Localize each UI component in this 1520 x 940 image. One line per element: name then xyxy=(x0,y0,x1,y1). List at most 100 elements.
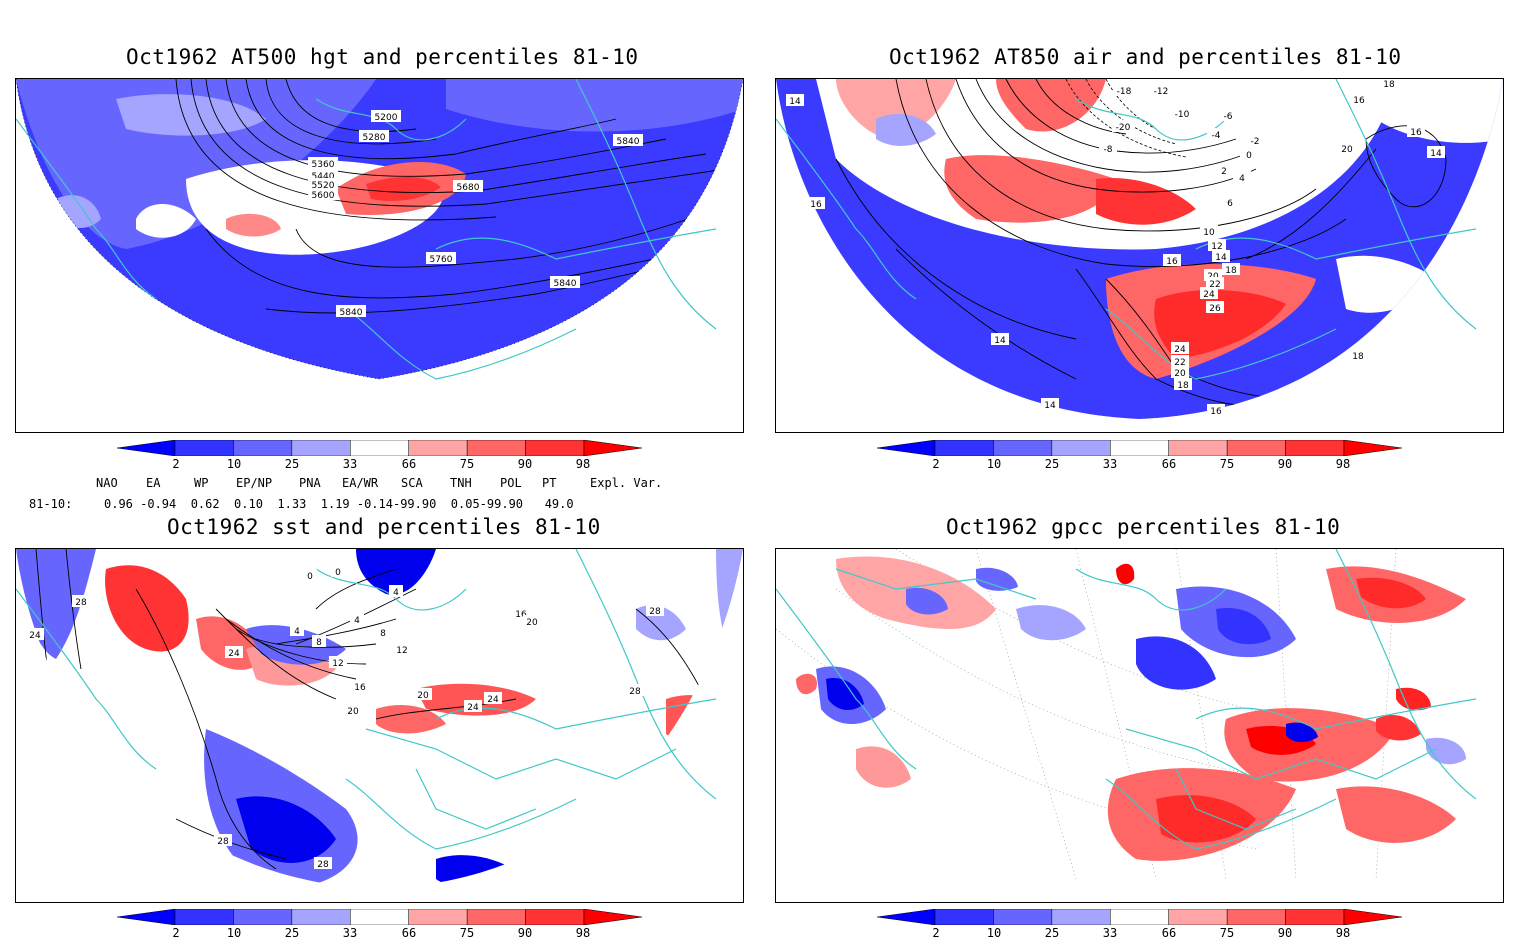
svg-text:4: 4 xyxy=(1239,174,1245,184)
svg-text:14: 14 xyxy=(1430,149,1442,159)
air-contour-labels: 14 16 -18 -12 -10 -6 -20 -4 -8 -2 0 2 4 … xyxy=(786,79,1445,417)
colorbar-segment xyxy=(1051,439,1111,457)
svg-text:24: 24 xyxy=(29,631,41,641)
index-header: NAO xyxy=(96,476,118,490)
svg-text:18: 18 xyxy=(1225,266,1237,276)
svg-text:5280: 5280 xyxy=(363,133,386,143)
index-header: POL xyxy=(500,476,522,490)
svg-text:14: 14 xyxy=(789,97,801,107)
colorbar-segment xyxy=(116,439,176,457)
svg-text:24: 24 xyxy=(1203,290,1215,300)
svg-text:-2: -2 xyxy=(1251,137,1260,147)
sst-map: 28 24 24 0 0 4 8 4 4 8 12 12 16 20 20 24… xyxy=(15,548,744,903)
air-colorbar xyxy=(876,439,1403,457)
svg-text:16: 16 xyxy=(354,683,366,693)
index-header: WP xyxy=(194,476,209,490)
svg-text:0: 0 xyxy=(335,568,341,578)
svg-text:4: 4 xyxy=(393,588,399,598)
colorbar-segment xyxy=(583,908,643,926)
colorbar-segment xyxy=(876,439,936,457)
svg-text:28: 28 xyxy=(649,607,661,617)
colorbar-segment xyxy=(525,908,585,926)
sst-panel-title: Oct1962 sst and percentiles 81-10 xyxy=(167,515,601,539)
colorbar-segment xyxy=(466,439,526,457)
svg-text:-18: -18 xyxy=(1117,87,1132,97)
svg-text:2: 2 xyxy=(1221,167,1227,177)
gpcc-percentile-shading xyxy=(796,556,1466,861)
colorbar-segment xyxy=(1051,908,1111,926)
colorbar-segment xyxy=(1285,439,1345,457)
hgt-panel-title: Oct1962 AT500 hgt and percentiles 81-10 xyxy=(126,45,639,69)
svg-text:8: 8 xyxy=(316,638,322,648)
svg-text:5520: 5520 xyxy=(312,181,335,191)
svg-text:16: 16 xyxy=(1410,128,1422,138)
svg-text:5600: 5600 xyxy=(312,191,335,201)
svg-text:24: 24 xyxy=(467,703,479,713)
svg-text:16: 16 xyxy=(1353,96,1365,106)
air-negative-contours xyxy=(1065,79,1187,158)
svg-text:5200: 5200 xyxy=(375,113,398,123)
colorbar-segment xyxy=(233,439,293,457)
svg-text:14: 14 xyxy=(994,336,1006,346)
colorbar-segment xyxy=(1110,908,1169,926)
svg-text:4: 4 xyxy=(294,627,300,637)
colorbar-segment xyxy=(116,908,176,926)
svg-text:-8: -8 xyxy=(1104,145,1113,155)
colorbar-segment xyxy=(174,439,234,457)
svg-text:4: 4 xyxy=(354,616,360,626)
svg-text:28: 28 xyxy=(629,687,641,697)
svg-text:6: 6 xyxy=(1227,199,1233,209)
sst-contour-labels: 28 24 24 0 0 4 8 4 4 8 12 12 16 20 20 24… xyxy=(26,565,664,870)
colorbar-segment xyxy=(291,908,351,926)
colorbar-segment xyxy=(1343,908,1403,926)
svg-text:26: 26 xyxy=(1209,304,1221,314)
hgt-colorbar xyxy=(116,439,643,457)
colorbar-segment xyxy=(1168,439,1228,457)
gpcc-map xyxy=(775,548,1504,903)
svg-text:16: 16 xyxy=(515,610,527,620)
svg-text:20: 20 xyxy=(347,707,359,717)
air-percentile-shading xyxy=(776,79,1503,419)
svg-text:24: 24 xyxy=(1174,345,1186,355)
colorbar-segment xyxy=(1168,908,1228,926)
svg-text:12: 12 xyxy=(396,646,407,656)
gpcc-coastlines xyxy=(776,549,1477,850)
svg-text:18: 18 xyxy=(1383,80,1395,90)
svg-text:28: 28 xyxy=(317,860,329,870)
svg-text:16: 16 xyxy=(1166,257,1178,267)
colorbar-segment xyxy=(408,439,468,457)
colorbar-segment xyxy=(1226,439,1286,457)
index-row-label: 81-10: xyxy=(29,497,73,511)
colorbar-segment xyxy=(1110,439,1169,457)
index-header: TNH xyxy=(450,476,472,490)
svg-text:5760: 5760 xyxy=(430,255,453,265)
svg-text:16: 16 xyxy=(810,200,822,210)
hgt-coastlines xyxy=(16,79,717,380)
svg-text:22: 22 xyxy=(1209,280,1220,290)
svg-text:24: 24 xyxy=(228,649,240,659)
svg-text:28: 28 xyxy=(217,837,229,847)
svg-text:12: 12 xyxy=(1211,242,1222,252)
svg-text:8: 8 xyxy=(380,629,386,639)
svg-text:10: 10 xyxy=(1203,228,1215,238)
air-panel-title: Oct1962 AT850 air and percentiles 81-10 xyxy=(889,45,1402,69)
hgt-contours xyxy=(175,79,743,314)
svg-text:20: 20 xyxy=(1341,145,1353,155)
svg-text:28: 28 xyxy=(75,598,87,608)
svg-text:18: 18 xyxy=(1352,352,1364,362)
colorbar-segment xyxy=(350,908,409,926)
colorbar-segment xyxy=(1285,908,1345,926)
gpcc-colorbar xyxy=(876,908,1403,926)
svg-text:20: 20 xyxy=(417,691,429,701)
svg-text:-4: -4 xyxy=(1212,131,1221,141)
svg-text:5840: 5840 xyxy=(617,137,640,147)
hgt-contour-labels: 5200 5280 5360 5440 5520 5600 5680 5760 … xyxy=(308,110,643,318)
svg-text:22: 22 xyxy=(1174,358,1185,368)
colorbar-segment xyxy=(583,439,643,457)
colorbar-segment xyxy=(408,908,468,926)
colorbar-segment xyxy=(876,908,936,926)
index-header: EA/WR xyxy=(342,476,379,490)
index-header: Expl. Var. xyxy=(590,476,663,490)
svg-text:0: 0 xyxy=(307,572,313,582)
colorbar-segment xyxy=(934,439,994,457)
